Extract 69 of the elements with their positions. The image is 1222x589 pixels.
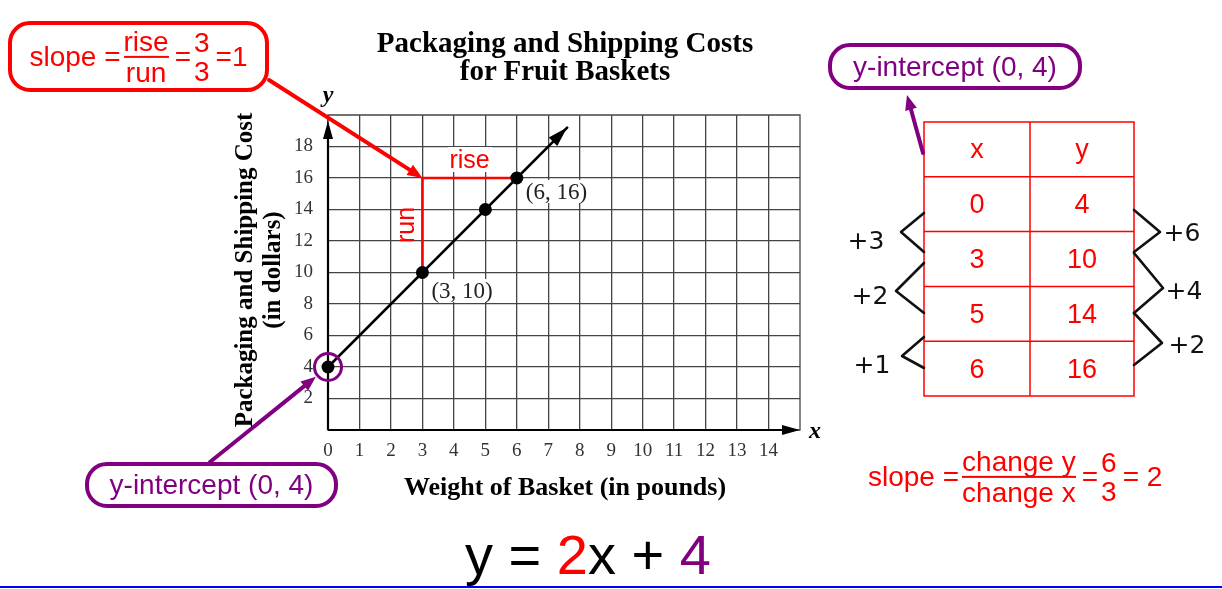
text: 3 <box>1101 476 1117 507</box>
text: 5 <box>969 298 985 329</box>
text: x <box>970 133 984 164</box>
text: slope = <box>29 40 121 72</box>
x-tick-label: 6 <box>512 439 522 461</box>
x-tick-label: 12 <box>696 439 716 461</box>
annotation: run <box>390 207 419 244</box>
y-tick-label: 2 <box>303 386 313 408</box>
x-tick-label: 0 <box>323 439 333 461</box>
chart-title: Packaging and Shipping Costs for Fruit Baskets <box>375 26 755 86</box>
text: 0 <box>969 188 985 219</box>
y-tick-label: 16 <box>294 165 313 187</box>
text: y <box>322 81 334 107</box>
text: y = 2x + <box>465 523 665 586</box>
x-tick-label: 2 <box>386 439 396 461</box>
text: y-intercept (0, 4) <box>109 469 314 500</box>
text: 16 <box>1066 353 1098 384</box>
x-tick-label: 14 <box>759 439 779 461</box>
y-tick-label: 4 <box>303 354 314 376</box>
text: =1 <box>215 40 248 72</box>
text: 3 <box>194 26 210 58</box>
text: y-intercept (0, 4) <box>853 50 1057 82</box>
x-tick-label: 5 <box>480 439 491 461</box>
text: slope = <box>868 461 960 492</box>
x-tick-label: 1 <box>354 439 365 461</box>
text: 4 <box>1074 188 1090 219</box>
y-tick-label: 18 <box>294 134 313 156</box>
y-axis-title: Packaging and Shipping Cost (in dollars) <box>230 111 286 430</box>
y-tick-label: 10 <box>294 260 313 282</box>
text: 3 <box>969 243 985 274</box>
y-tick-label: 14 <box>294 197 314 219</box>
annotation: (6, 16) <box>523 179 590 204</box>
x-tick-label: 7 <box>543 439 554 461</box>
text: 3 <box>194 55 210 87</box>
text: x <box>809 417 821 443</box>
x-tick-label: 4 <box>449 439 460 461</box>
x-tick-label: 8 <box>574 439 585 461</box>
point <box>510 171 524 185</box>
x-tick-label: 10 <box>633 439 653 461</box>
text: +2 <box>1168 329 1206 359</box>
x-tick-label: 9 <box>606 439 616 461</box>
text: 14 <box>1066 298 1098 329</box>
x-tick-label: 13 <box>727 439 747 461</box>
y-tick-label: 12 <box>294 228 313 250</box>
y-tick-label: 6 <box>303 323 313 345</box>
annotation: rise <box>447 145 492 173</box>
text: +2 <box>851 280 889 310</box>
text: y <box>1075 133 1089 164</box>
text: = <box>1081 461 1099 492</box>
x-tick-label: 3 <box>417 439 428 461</box>
annotation: (3, 10) <box>429 277 495 303</box>
text: = <box>174 40 192 72</box>
text: 6 <box>969 353 985 384</box>
text: +4 <box>1165 275 1203 305</box>
x-axis-title: Weight of Basket (in pounds) <box>403 472 727 501</box>
text: 4 <box>679 523 711 586</box>
text: +6 <box>1163 217 1201 247</box>
text: +3 <box>847 225 885 255</box>
x-tick-label: 11 <box>664 439 684 461</box>
point <box>415 266 429 279</box>
text: +1 <box>853 349 891 379</box>
text: = 2 <box>1122 461 1163 492</box>
y-tick-label: 8 <box>303 291 313 313</box>
text: change y <box>962 445 1076 478</box>
text: run <box>125 56 167 88</box>
point <box>478 203 492 216</box>
text: rise <box>123 25 169 58</box>
text: 10 <box>1066 243 1098 274</box>
text: change x <box>962 477 1076 508</box>
